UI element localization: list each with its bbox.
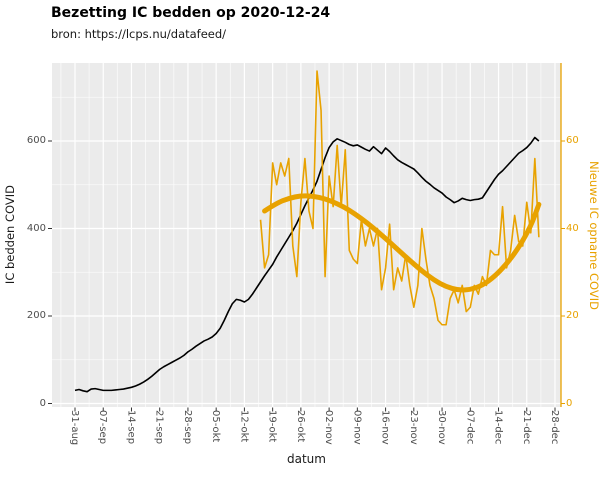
x-tick-label: 09-nov — [351, 410, 363, 445]
x-tick-label: 23-nov — [407, 410, 419, 445]
y-right-tick-label: 40 — [566, 222, 579, 234]
x-tick-label: 28-dec — [548, 410, 560, 445]
x-tick-label: 30-nov — [436, 410, 448, 445]
x-tick-label: 21-dec — [520, 410, 532, 445]
chart-title: Bezetting IC bedden op 2020-12-24 — [51, 5, 331, 21]
x-tick-label: 21-sep — [153, 410, 165, 445]
x-tick-label: 14-dec — [492, 410, 504, 445]
x-tick-label: 07-dec — [464, 410, 476, 445]
series-IC bedden COVID — [74, 136, 540, 393]
x-tick-label: 16-nov — [379, 410, 391, 445]
y-left-tick-label: 400 — [26, 222, 46, 234]
y-left-tick-label: 0 — [39, 397, 46, 409]
series-Nieuwe IC opname COVID (trend) — [262, 193, 542, 293]
y-right-axis-title: Nieuwe IC opname COVID — [587, 160, 601, 310]
x-tick-label: 26-okt — [294, 410, 306, 443]
y-left-axis-title: IC bedden COVID — [3, 185, 17, 285]
x-axis-title: datum — [287, 452, 326, 466]
x-tick-label: 02-nov — [323, 410, 335, 445]
x-tick-label: 28-sep — [181, 410, 193, 445]
x-tick-label: 14-sep — [125, 410, 137, 445]
series-Nieuwe IC opname COVID — [259, 70, 540, 326]
y-right-tick-label: 20 — [566, 310, 579, 321]
y-left-tick-label: 200 — [26, 310, 46, 321]
x-tick-label: 07-sep — [97, 410, 109, 445]
y-right-tick-label: 60 — [566, 135, 579, 146]
chart-subtitle: bron: https://lcps.nu/datafeed/ — [51, 27, 227, 41]
x-tick-label: 12-okt — [238, 410, 250, 443]
y-right-tick-label: 0 — [566, 397, 573, 409]
x-tick-label: 31-aug — [69, 410, 80, 446]
y-left-tick-label: 600 — [26, 135, 46, 146]
x-tick-label: 05-okt — [210, 410, 222, 443]
x-tick-label: 19-okt — [266, 410, 278, 443]
